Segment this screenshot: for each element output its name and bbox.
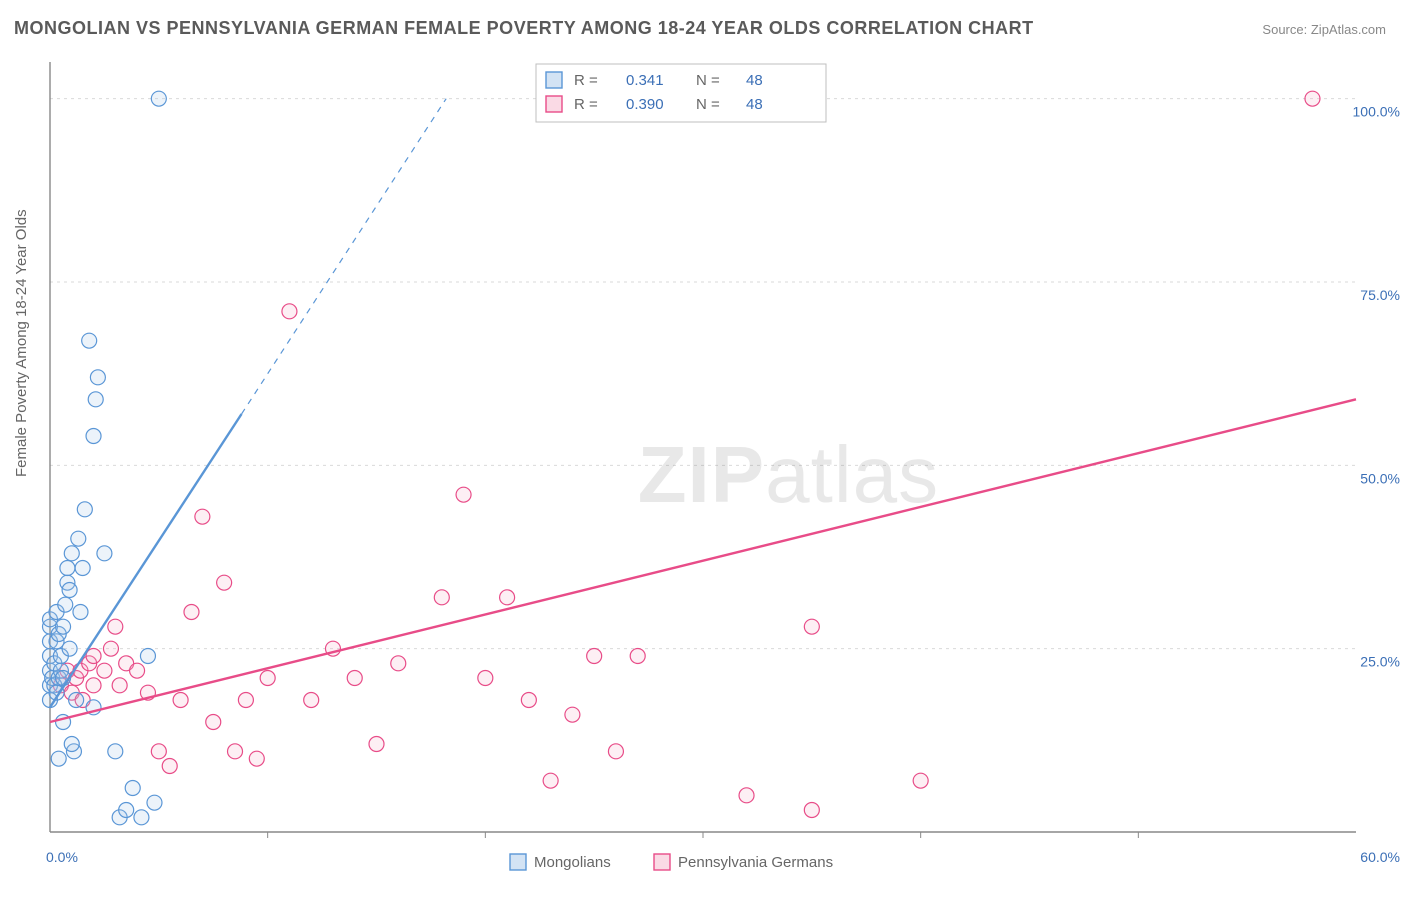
svg-text:N =: N = bbox=[696, 96, 720, 113]
svg-text:0.0%: 0.0% bbox=[46, 849, 78, 865]
scatter-point bbox=[125, 781, 140, 796]
scatter-point bbox=[347, 671, 362, 686]
svg-text:R =: R = bbox=[574, 72, 598, 89]
scatter-point bbox=[88, 392, 103, 407]
scatter-point bbox=[60, 561, 75, 576]
scatter-point bbox=[58, 597, 73, 612]
scatter-point bbox=[565, 707, 580, 722]
scatter-point bbox=[119, 803, 134, 818]
scatter-point bbox=[521, 693, 536, 708]
scatter-point bbox=[73, 605, 88, 620]
scatter-point bbox=[478, 671, 493, 686]
scatter-point bbox=[456, 487, 471, 502]
scatter-point bbox=[184, 605, 199, 620]
scatter-point bbox=[739, 788, 754, 803]
scatter-point bbox=[913, 773, 928, 788]
scatter-point bbox=[64, 737, 79, 752]
svg-text:0.390: 0.390 bbox=[626, 96, 664, 113]
scatter-point bbox=[369, 737, 384, 752]
legend-label: Pennsylvania Germans bbox=[678, 854, 833, 871]
trend-line-extension bbox=[242, 99, 447, 414]
svg-text:N =: N = bbox=[696, 72, 720, 89]
scatter-point bbox=[108, 744, 123, 759]
scatter-point bbox=[71, 531, 86, 546]
scatter-point bbox=[97, 546, 112, 561]
svg-text:60.0%: 60.0% bbox=[1360, 849, 1400, 865]
scatter-point bbox=[140, 649, 155, 664]
scatter-point bbox=[112, 678, 127, 693]
chart-container: 25.0% 50.0% 75.0% 100.0% 0.0% 60.0% Female Pov… bbox=[0, 50, 1406, 892]
scatter-point bbox=[51, 751, 66, 766]
scatter-point bbox=[217, 575, 232, 590]
scatter-point bbox=[151, 744, 166, 759]
scatter-point bbox=[75, 561, 90, 576]
scatter-point bbox=[56, 619, 71, 634]
scatter-point bbox=[195, 509, 210, 524]
scatter-point bbox=[103, 641, 118, 656]
scatter-point bbox=[282, 304, 297, 319]
svg-text:0.341: 0.341 bbox=[626, 72, 664, 89]
svg-text:48: 48 bbox=[746, 96, 763, 113]
svg-text:Female Poverty Among 18-24 Yea: Female Poverty Among 18-24 Year Olds bbox=[13, 209, 30, 477]
scatter-point bbox=[86, 429, 101, 444]
scatter-point bbox=[228, 744, 243, 759]
legend-swatch bbox=[546, 72, 562, 88]
scatter-point bbox=[108, 619, 123, 634]
scatter-point bbox=[238, 693, 253, 708]
scatter-point bbox=[804, 803, 819, 818]
svg-text:R =: R = bbox=[574, 96, 598, 113]
source-label: Source: bbox=[1262, 22, 1307, 37]
legend-label: Mongolians bbox=[534, 854, 611, 871]
svg-text:25.0%: 25.0% bbox=[1360, 654, 1400, 670]
scatter-point bbox=[500, 590, 515, 605]
scatter-point bbox=[260, 671, 275, 686]
scatter-point bbox=[391, 656, 406, 671]
source-attribution: Source: ZipAtlas.com bbox=[1262, 22, 1386, 37]
scatter-point bbox=[1305, 91, 1320, 106]
svg-text:75.0%: 75.0% bbox=[1360, 287, 1400, 303]
scatter-point bbox=[62, 641, 77, 656]
scatter-point bbox=[69, 693, 84, 708]
scatter-point bbox=[62, 583, 77, 598]
scatter-point bbox=[206, 715, 221, 730]
scatter-point bbox=[162, 759, 177, 774]
scatter-point bbox=[97, 663, 112, 678]
scatter-point bbox=[804, 619, 819, 634]
source-link[interactable]: ZipAtlas.com bbox=[1311, 22, 1386, 37]
scatter-point bbox=[173, 693, 188, 708]
scatter-point bbox=[434, 590, 449, 605]
svg-text:50.0%: 50.0% bbox=[1360, 470, 1400, 486]
scatter-point bbox=[82, 333, 97, 348]
legend-swatch bbox=[510, 854, 526, 870]
scatter-point bbox=[64, 546, 79, 561]
scatter-point bbox=[608, 744, 623, 759]
scatter-point bbox=[130, 663, 145, 678]
svg-text:100.0%: 100.0% bbox=[1353, 104, 1400, 120]
scatter-point bbox=[86, 678, 101, 693]
scatter-point bbox=[147, 795, 162, 810]
trend-line bbox=[50, 399, 1356, 722]
scatter-point bbox=[90, 370, 105, 385]
scatter-point bbox=[151, 91, 166, 106]
scatter-point bbox=[134, 810, 149, 825]
svg-text:48: 48 bbox=[746, 72, 763, 89]
chart-title: MONGOLIAN VS PENNSYLVANIA GERMAN FEMALE … bbox=[14, 18, 1034, 39]
scatter-point bbox=[249, 751, 264, 766]
scatter-point bbox=[77, 502, 92, 517]
scatter-point bbox=[587, 649, 602, 664]
scatter-point bbox=[630, 649, 645, 664]
legend-swatch bbox=[546, 96, 562, 112]
correlation-scatter-chart: 25.0% 50.0% 75.0% 100.0% 0.0% 60.0% Female Pov… bbox=[0, 50, 1406, 892]
legend-swatch bbox=[654, 854, 670, 870]
scatter-point bbox=[543, 773, 558, 788]
scatter-point bbox=[304, 693, 319, 708]
